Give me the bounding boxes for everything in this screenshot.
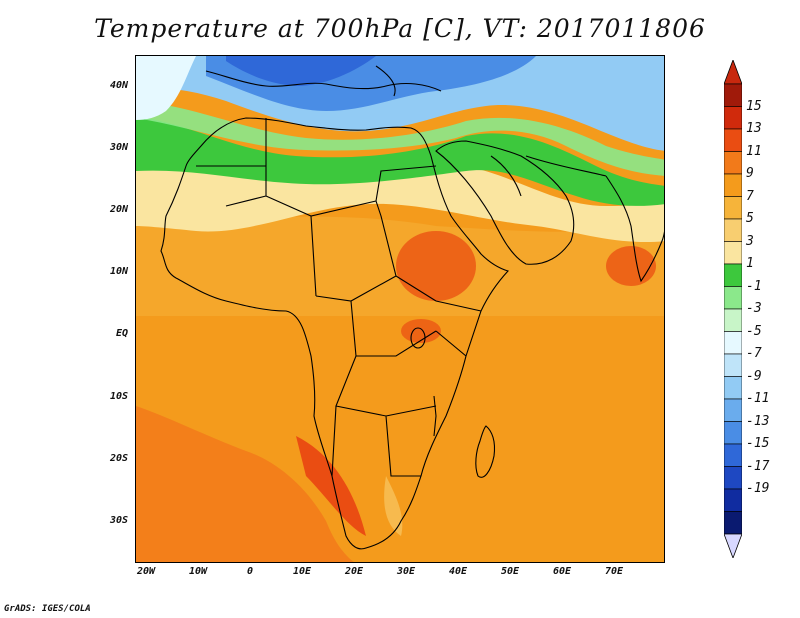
light-green-band — [136, 101, 664, 176]
lake-victoria — [410, 327, 426, 349]
colorbar-label: -7 — [746, 346, 762, 361]
mild-patch-south — [384, 476, 403, 536]
colorbar-swatch — [724, 263, 742, 287]
green-band — [136, 116, 664, 206]
iran-coast — [525, 155, 607, 177]
lon-label-30e: 30E — [396, 566, 416, 577]
colorbar-swatch — [724, 83, 742, 107]
map-title: Temperature at 700hPa [C], VT: 201701180… — [94, 14, 706, 43]
colorbar-swatch — [724, 106, 742, 130]
persian-gulf-coast — [490, 155, 522, 197]
lon-label-10e: 10E — [292, 566, 312, 577]
temperature-field — [136, 56, 664, 562]
colorbar-label: -5 — [746, 323, 762, 339]
colorbar-label: 5 — [746, 211, 754, 226]
colorbar-label: 3 — [746, 233, 754, 249]
colorbar-label: 7 — [746, 188, 754, 204]
colorbar-swatch — [724, 466, 742, 490]
lat-label-30s: 30S — [109, 515, 128, 526]
colorbar-label: 15 — [746, 98, 762, 114]
coastlines — [160, 65, 664, 550]
light-band — [136, 165, 664, 242]
colorbar-top-arrow — [724, 60, 742, 85]
colorbar-swatch — [724, 353, 742, 377]
lon-label-20e: 20E — [344, 566, 364, 577]
madagascar-coast — [475, 425, 496, 478]
colorbar-swatch — [724, 173, 742, 197]
colorbar-swatch — [724, 398, 742, 422]
lon-label-20w: 20W — [136, 566, 156, 577]
lat-label-10s: 10S — [109, 391, 128, 402]
colorbar-swatch — [724, 331, 742, 355]
warm-patch-india — [606, 246, 656, 286]
lon-label-70e: 70E — [604, 566, 624, 577]
africa-coast — [160, 117, 510, 550]
lon-label-0: 0 — [246, 566, 254, 577]
colorbar-swatch — [724, 308, 742, 332]
colorbar-swatch — [724, 376, 742, 400]
lon-label-60e: 60E — [552, 566, 572, 577]
temperature-map — [135, 55, 665, 563]
india-coast — [605, 175, 664, 283]
colorbar — [724, 60, 742, 558]
warm-patch-sudan — [396, 231, 476, 301]
lat-label-10n: 10N — [109, 266, 128, 277]
lake-malawi — [433, 395, 437, 437]
arabia-coast — [435, 140, 575, 265]
colorbar-label: -15 — [746, 436, 770, 451]
colorbar-label: 1 — [746, 256, 754, 271]
lat-label-30n: 30N — [109, 142, 128, 153]
colorbar-swatch — [724, 286, 742, 310]
colorbar-swatch — [724, 218, 742, 242]
colorbar-swatch — [724, 443, 742, 467]
colorbar-swatch — [724, 511, 742, 535]
country-borders — [196, 118, 482, 477]
lat-label-20s: 20S — [109, 453, 128, 464]
colorbar-swatch — [724, 488, 742, 512]
colorbar-label: -19 — [746, 481, 770, 496]
lat-label-20n: 20N — [109, 204, 128, 215]
colorbar-swatch — [724, 128, 742, 152]
colorbar-label: -11 — [746, 391, 770, 406]
colorbar-swatch — [724, 196, 742, 220]
colorbar-label: -9 — [746, 368, 762, 384]
lon-label-40e: 40E — [448, 566, 468, 577]
lon-label-10w: 10W — [188, 566, 208, 577]
colorbar-label: -1 — [746, 278, 762, 294]
warm-patch-namibia — [296, 436, 366, 536]
lon-label-50e: 50E — [500, 566, 520, 577]
colorbar-bottom-arrow — [724, 533, 742, 558]
colorbar-swatch — [724, 421, 742, 445]
italy-coast — [375, 65, 396, 97]
colorbar-label: 9 — [746, 166, 754, 181]
colorbar-label: -13 — [746, 413, 770, 429]
colorbar-swatch — [724, 241, 742, 265]
pale-west — [136, 56, 196, 120]
colorbar-label: 13 — [746, 121, 762, 136]
coldest-core — [226, 56, 376, 86]
footer-credit: GrADS: IGES/COLA — [4, 604, 91, 614]
lat-label-40n: 40N — [109, 80, 128, 91]
colorbar-label: -17 — [746, 458, 770, 474]
europe-coast — [205, 70, 442, 92]
colorbar-label: 11 — [746, 143, 762, 159]
lat-label-eq: EQ — [115, 328, 128, 339]
warm-atlantic — [136, 406, 354, 562]
colorbar-label: -3 — [746, 301, 762, 316]
colorbar-swatch — [724, 151, 742, 175]
